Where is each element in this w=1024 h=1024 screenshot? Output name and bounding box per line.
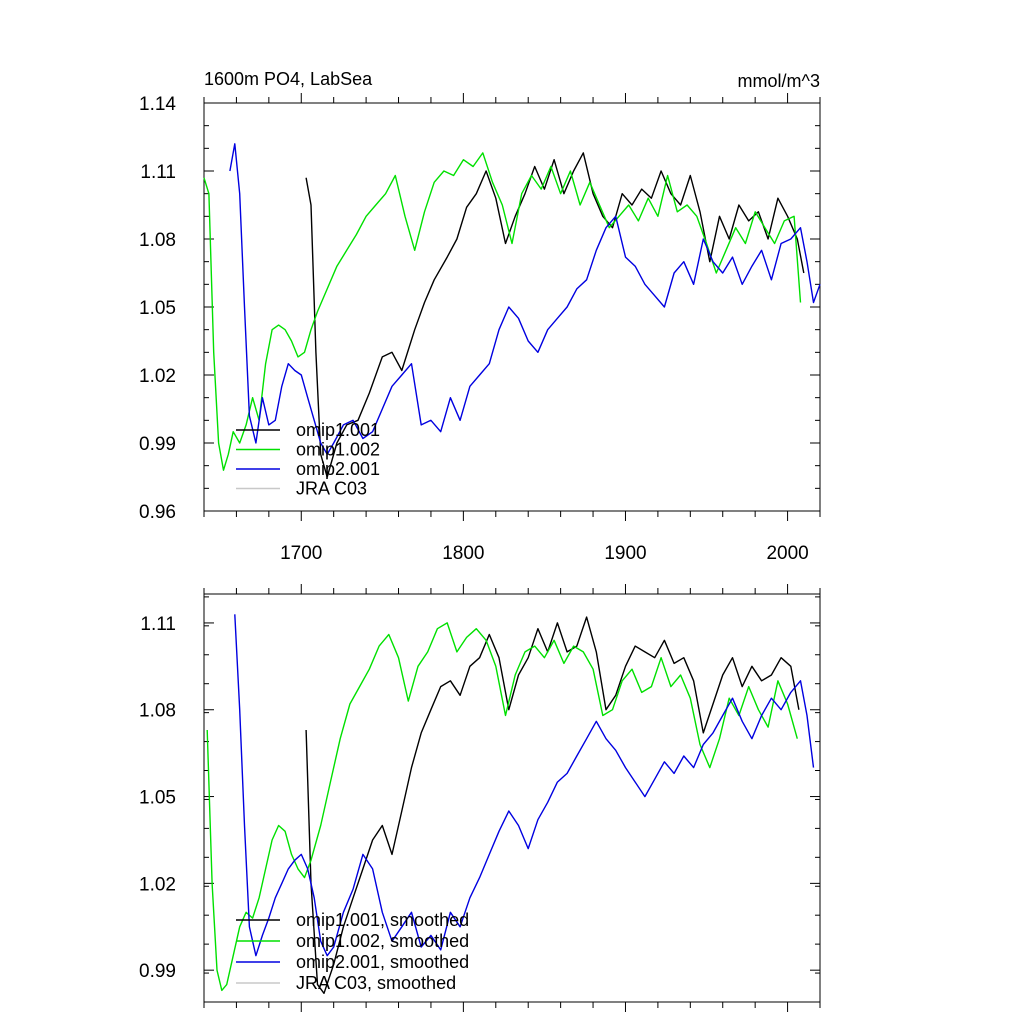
y-tick-label: 0.99 [139,961,176,982]
series-line [203,152,802,471]
legend-label: omip1.001 [296,420,380,440]
y-tick-label: 1.14 [139,94,176,115]
plot-frame-bottom [203,593,821,1003]
bottom-panel: 0.99 1.02 1.05 1.08 1.11 omip1.001, smoothed… [139,584,821,1012]
legend-label: JRA C03 [296,479,367,499]
y-tick-label: 1.11 [140,162,176,183]
series-line [229,143,821,455]
x-tick-label: 2000 [766,543,808,564]
legend-label: omip1.002, smoothed [296,931,469,951]
y-tick-label: 1.08 [139,230,176,251]
y-tick-label: 0.99 [139,434,176,455]
series-line [305,152,805,478]
y-tick-label: 1.05 [139,298,176,319]
x-tick-label: 1800 [442,543,484,564]
y-tick-label: 1.11 [140,614,176,635]
y-tick-label: 1.02 [139,874,176,895]
series-line [234,614,815,957]
series-line [206,622,798,992]
legend-label: omip1.001, smoothed [296,910,469,930]
y-tick-label: 1.05 [139,788,176,809]
legend-label: omip2.001, smoothed [296,952,469,972]
units-label: mmol/m^3 [738,71,820,91]
y-tick-label: 1.02 [139,366,176,387]
x-tick-label: 1700 [280,543,322,564]
x-tick-label: 1900 [604,543,646,564]
legend-label: omip1.002 [296,440,380,460]
top-panel: 1600m PO4, LabSea mmol/m^3 0.96 0.99 1.02 1… [139,69,821,564]
legend-label: omip2.001 [296,459,380,479]
legend-label: JRA C03, smoothed [296,973,456,993]
chart-title: 1600m PO4, LabSea [204,69,373,89]
y-tick-label: 0.96 [139,502,176,523]
y-tick-label: 1.08 [139,701,176,722]
